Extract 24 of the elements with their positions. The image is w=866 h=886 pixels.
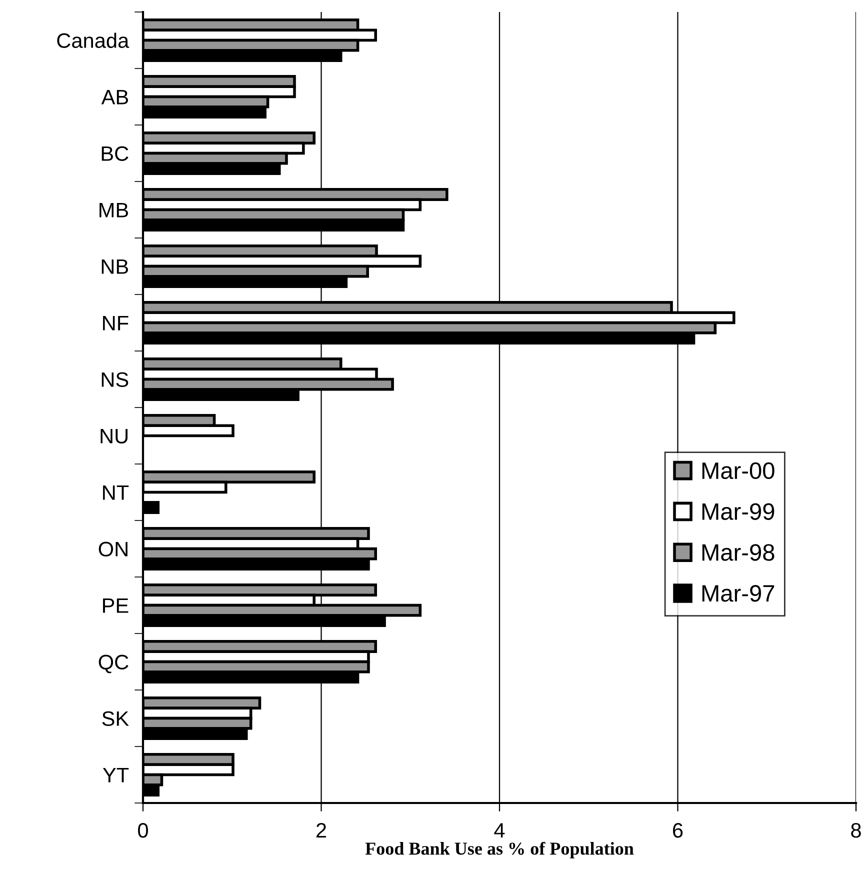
legend-label: Mar-00	[702, 462, 774, 480]
y-tick-label: NU	[100, 428, 128, 444]
legend-label: Mar-97	[702, 585, 774, 602]
x-tick-label: 8	[851, 822, 861, 838]
y-tick-label: Canada	[57, 32, 130, 48]
legend-label: Mar-99	[702, 503, 774, 520]
x-tick-label: 0	[138, 822, 148, 838]
y-tick-label: SK	[102, 711, 129, 726]
x-tick-label: 4	[494, 823, 505, 838]
y-tick-label: NB	[102, 259, 128, 274]
x-tick-label: 6	[673, 822, 683, 838]
y-tick-label: NF	[103, 316, 128, 330]
x-axis-title: Food Bank Use as % of Population	[365, 842, 634, 858]
y-tick-label: PE	[103, 598, 128, 613]
y-tick-label: NT	[103, 485, 129, 500]
x-tick-label: 2	[316, 822, 326, 838]
y-tick-label: NS	[102, 372, 128, 388]
y-tick-label: ON	[98, 542, 128, 557]
legend-label: Mar-98	[702, 544, 774, 561]
y-tick-label: QC	[98, 654, 128, 674]
y-tick-label: AB	[101, 90, 128, 104]
y-tick-label: YT	[102, 768, 129, 782]
y-tick-label: MB	[100, 202, 128, 218]
y-tick-label: BC	[102, 146, 128, 162]
